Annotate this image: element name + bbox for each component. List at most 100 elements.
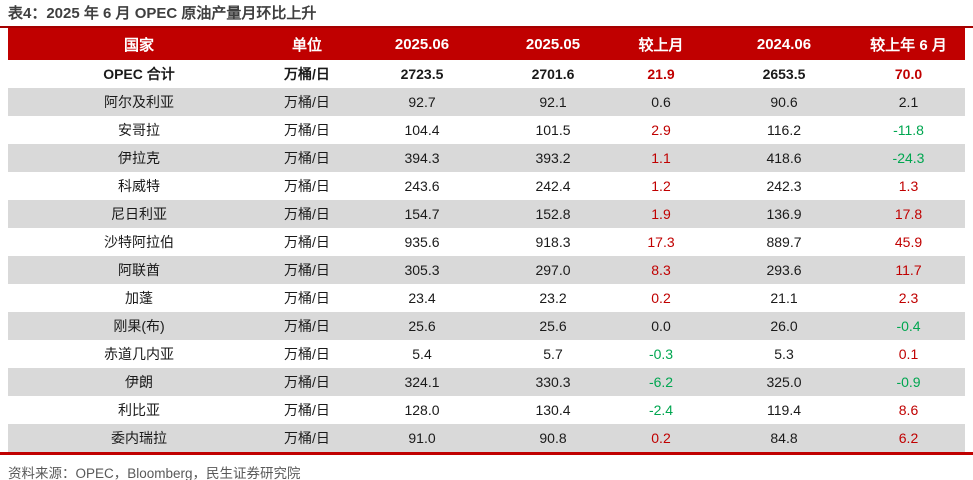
yoy-change-cell: 0.1: [898, 346, 919, 362]
mom-change-cell: 0.0: [606, 312, 716, 340]
value-2025-05-cell: 242.4: [535, 178, 571, 194]
value-2025-05-cell: 297.0: [500, 256, 606, 284]
yoy-change-cell: -0.9: [852, 368, 965, 396]
column-header-country: 国家: [8, 28, 270, 60]
value-2024-06-cell: 889.7: [766, 234, 802, 250]
mom-change-cell: 0.2: [606, 424, 716, 452]
mom-change-cell: -6.2: [606, 368, 716, 396]
value-2025-06-cell: 154.7: [344, 200, 500, 228]
yoy-change-cell: -24.3: [852, 144, 965, 172]
yoy-change-cell: 6.2: [852, 424, 965, 452]
value-2024-06-cell: 2653.5: [762, 66, 806, 82]
value-2025-05-cell: 25.6: [500, 312, 606, 340]
value-2025-06-cell: 92.7: [344, 88, 500, 116]
value-2024-06-cell: 21.1: [770, 290, 798, 306]
unit-cell: 万桶/日: [270, 256, 344, 284]
value-2025-05-cell: 152.8: [500, 200, 606, 228]
country-cell: 尼日利亚: [8, 200, 270, 228]
value-2024-06-cell: 119.4: [767, 402, 801, 418]
country-cell: 安哥拉: [118, 122, 160, 138]
yoy-change-cell: 2.3: [898, 290, 919, 306]
unit-cell: 万桶/日: [284, 66, 330, 82]
value-2024-06-cell: 84.8: [716, 424, 852, 452]
unit-cell: 万桶/日: [284, 122, 330, 138]
country-cell: 科威特: [118, 178, 160, 194]
opec-production-table: 国家 单位 2025.06 2025.05 较上月 2024.06 较上年 6 …: [8, 28, 965, 452]
mom-change-cell: 8.3: [606, 256, 716, 284]
value-2025-06-cell: 5.4: [412, 346, 432, 362]
country-cell: 伊拉克: [8, 144, 270, 172]
country-cell: 加蓬: [125, 290, 153, 306]
column-header-2024-06: 2024.06: [716, 28, 852, 60]
unit-cell: 万桶/日: [270, 424, 344, 452]
country-cell: OPEC 合计: [103, 66, 175, 82]
table-title: 表4：2025 年 6 月 OPEC 原油产量月环比上升: [8, 5, 317, 22]
value-2025-06-cell: 305.3: [344, 256, 500, 284]
mom-change-cell: 1.9: [606, 200, 716, 228]
table-body: OPEC 合计 万桶/日 2723.5 2701.6 21.9 2653.5 7…: [8, 60, 965, 452]
column-header-unit: 单位: [270, 28, 344, 60]
table-row: 阿联酋 万桶/日 305.3 297.0 8.3 293.6 11.7: [8, 256, 965, 284]
mom-change-cell: 2.9: [651, 122, 671, 138]
unit-cell: 万桶/日: [270, 200, 344, 228]
value-2024-06-cell: 26.0: [716, 312, 852, 340]
yoy-change-cell: -11.8: [893, 122, 924, 138]
yoy-change-cell: -0.4: [852, 312, 965, 340]
table-row: OPEC 合计 万桶/日 2723.5 2701.6 21.9 2653.5 7…: [8, 60, 965, 88]
unit-cell: 万桶/日: [270, 144, 344, 172]
value-2025-06-cell: 2723.5: [400, 66, 444, 82]
table-row: 赤道几内亚 万桶/日 5.4 5.7 -0.3 5.3 0.1: [8, 340, 965, 368]
country-cell: 利比亚: [118, 402, 160, 418]
column-header-yoy: 较上年 6 月: [852, 28, 965, 60]
country-cell: 沙特阿拉伯: [104, 234, 174, 250]
source-note: 资料来源：OPEC，Bloomberg，民生证券研究院: [8, 466, 301, 480]
value-2025-06-cell: 935.6: [404, 234, 440, 250]
mom-change-cell: 17.3: [647, 234, 675, 250]
unit-cell: 万桶/日: [284, 402, 330, 418]
value-2024-06-cell: 5.3: [774, 346, 794, 362]
value-2025-05-cell: 330.3: [500, 368, 606, 396]
country-cell: 刚果(布): [8, 312, 270, 340]
header-row: 国家 单位 2025.06 2025.05 较上月 2024.06 较上年 6 …: [8, 28, 965, 60]
table-row: 伊拉克 万桶/日 394.3 393.2 1.1 418.6 -24.3: [8, 144, 965, 172]
value-2025-06-cell: 23.4: [408, 290, 436, 306]
value-2025-06-cell: 104.4: [404, 122, 440, 138]
unit-cell: 万桶/日: [284, 346, 330, 362]
mom-change-cell: -0.3: [648, 346, 674, 362]
table-header: 国家 单位 2025.06 2025.05 较上月 2024.06 较上年 6 …: [8, 28, 965, 60]
value-2024-06-cell: 293.6: [716, 256, 852, 284]
table-row: 加蓬 万桶/日 23.4 23.2 0.2 21.1 2.3: [8, 284, 965, 312]
country-cell: 赤道几内亚: [104, 346, 174, 362]
yoy-change-cell: 17.8: [852, 200, 965, 228]
country-cell: 阿联酋: [8, 256, 270, 284]
value-2025-06-cell: 324.1: [344, 368, 500, 396]
value-2025-06-cell: 394.3: [344, 144, 500, 172]
unit-cell: 万桶/日: [284, 290, 330, 306]
value-2025-05-cell: 90.8: [500, 424, 606, 452]
unit-cell: 万桶/日: [270, 312, 344, 340]
value-2025-05-cell: 101.5: [535, 122, 571, 138]
value-2025-05-cell: 5.7: [543, 346, 563, 362]
unit-cell: 万桶/日: [270, 88, 344, 116]
country-cell: 委内瑞拉: [8, 424, 270, 452]
value-2024-06-cell: 136.9: [716, 200, 852, 228]
mom-change-cell: 1.1: [606, 144, 716, 172]
table-row: 尼日利亚 万桶/日 154.7 152.8 1.9 136.9 17.8: [8, 200, 965, 228]
yoy-change-cell: 70.0: [894, 66, 923, 82]
unit-cell: 万桶/日: [284, 234, 330, 250]
value-2025-06-cell: 91.0: [344, 424, 500, 452]
unit-cell: 万桶/日: [284, 178, 330, 194]
column-header-2025-06: 2025.06: [344, 28, 500, 60]
country-cell: 阿尔及利亚: [8, 88, 270, 116]
mom-change-cell: 1.2: [651, 178, 671, 194]
table-row: 安哥拉 万桶/日 104.4 101.5 2.9 116.2 -11.8: [8, 116, 965, 144]
mom-change-cell: 0.6: [606, 88, 716, 116]
value-2025-06-cell: 128.0: [404, 402, 440, 418]
value-2024-06-cell: 242.3: [766, 178, 802, 194]
value-2025-05-cell: 92.1: [500, 88, 606, 116]
column-header-mom: 较上月: [606, 28, 716, 60]
value-2025-05-cell: 23.2: [539, 290, 567, 306]
yoy-change-cell: 1.3: [898, 178, 919, 194]
table-row: 委内瑞拉 万桶/日 91.0 90.8 0.2 84.8 6.2: [8, 424, 965, 452]
